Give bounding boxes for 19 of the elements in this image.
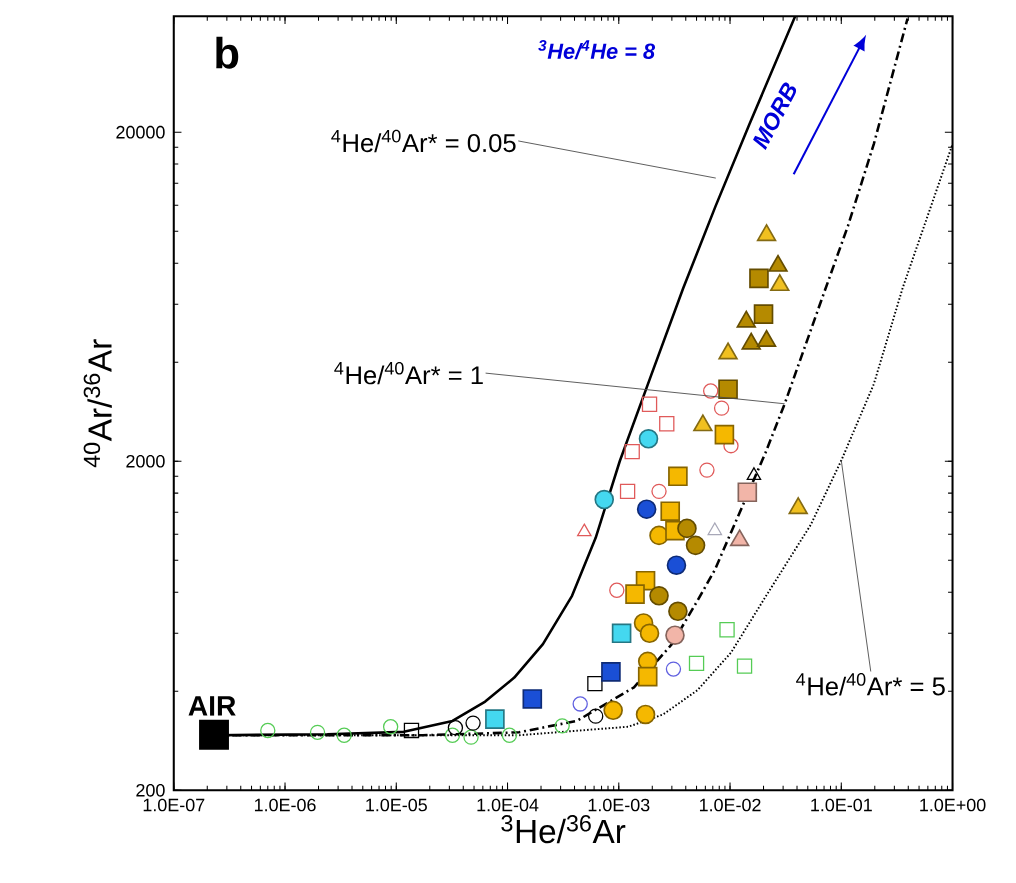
x-tick-label: 1.0E-01 — [811, 798, 872, 812]
y-axis-title: $^{40}$Ar/$^{36}$Ar — [83, 339, 112, 468]
x-axis-title: $^{3}$He/$^{36}$Ar — [501, 815, 626, 844]
annotation: $^{3}$He/$^{4}$He = 8 — [538, 40, 656, 60]
y-tick-label: 2000 — [126, 455, 165, 468]
annotation: $^{4}$He/$^{40}$Ar* = 0.05 — [331, 129, 516, 153]
x-tick-label: 1.0E-04 — [477, 798, 539, 812]
annotation: $^{4}$He/$^{40}$Ar* = 1 — [334, 362, 483, 385]
x-tick-label: 1.0E-03 — [588, 798, 650, 812]
x-tick-label: 1.0E-06 — [254, 798, 316, 812]
annotation: b — [216, 36, 239, 69]
x-tick-label: 1.0E-02 — [699, 798, 761, 812]
x-tick-label: 1.0E-05 — [366, 798, 427, 812]
y-tick-label: 20000 — [116, 126, 165, 139]
annotation: AIR — [188, 696, 236, 716]
x-tick-label: 1.0E+00 — [920, 798, 986, 812]
annotation: $^{4}$He/$^{40}$Ar* = 5 — [796, 673, 945, 696]
y-tick-label: 200 — [136, 784, 165, 797]
x-tick-label: 1.0E-07 — [143, 798, 205, 812]
